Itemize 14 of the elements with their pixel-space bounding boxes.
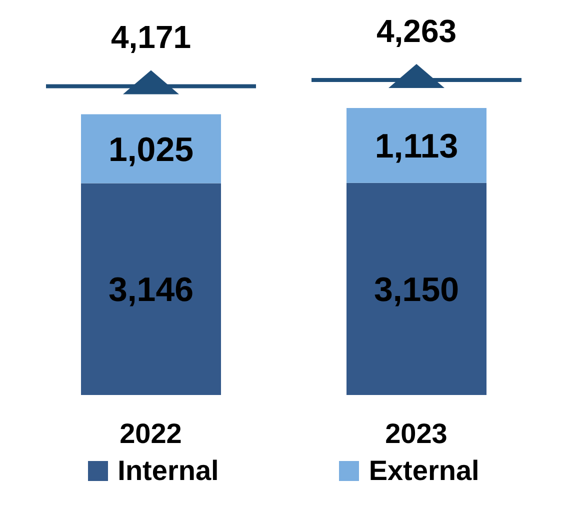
bar [346, 108, 486, 183]
total-label: 4,263 [376, 13, 457, 49]
total-label: 4,171 [110, 19, 192, 56]
legend-label: Internal [116, 455, 219, 487]
legend-label: External [368, 455, 480, 487]
bar [81, 114, 221, 184]
x-tick-label: 2023 [385, 418, 448, 449]
data-label: 1,113 [374, 128, 458, 166]
data-label: 3,150 [374, 271, 460, 310]
data-label: 1,025 [108, 130, 194, 169]
x-tick-label: 2022 [120, 418, 182, 449]
bar [346, 182, 486, 395]
data-label: 3,146 [108, 271, 194, 310]
bar [81, 183, 221, 395]
